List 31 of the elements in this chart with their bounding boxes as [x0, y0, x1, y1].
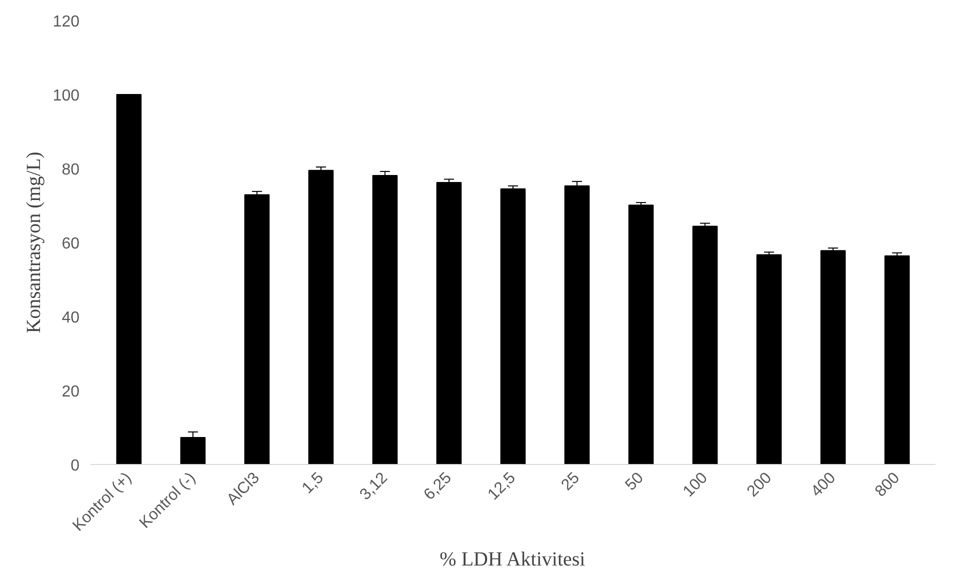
bar	[244, 194, 270, 464]
y-tick-label: 120	[52, 14, 80, 30]
bar	[372, 175, 398, 464]
bar	[116, 94, 142, 464]
y-tick-label: 0	[70, 458, 80, 474]
x-tick-label: 400	[808, 469, 840, 500]
y-tick-label: 60	[62, 236, 80, 252]
bar	[180, 436, 206, 464]
bar	[820, 250, 846, 464]
y-tick-label: 100	[52, 88, 80, 104]
bar	[500, 188, 526, 464]
y-axis-title: Konsantrasyon (mg/L)	[22, 152, 45, 334]
y-tick-label: 40	[62, 310, 80, 326]
bar	[884, 255, 910, 464]
bar	[756, 254, 782, 464]
x-tick-label: 50	[622, 469, 648, 494]
bar	[436, 182, 462, 464]
bar	[628, 204, 654, 464]
x-tick-label: 800	[872, 469, 904, 500]
x-tick-label: 6,25	[420, 469, 456, 504]
bar	[308, 170, 334, 464]
x-tick-label: 1,5	[299, 469, 328, 498]
bar	[692, 226, 718, 464]
x-tick-label: 3,12	[356, 469, 392, 504]
y-tick-label: 80	[62, 162, 80, 178]
x-tick-label: 200	[744, 469, 776, 500]
x-tick-label: 100	[680, 469, 712, 500]
x-axis-title: % LDH Aktivitesi	[440, 548, 586, 571]
x-tick-label: 25	[558, 469, 584, 494]
y-tick-label: 20	[62, 384, 80, 400]
bar	[564, 185, 590, 464]
